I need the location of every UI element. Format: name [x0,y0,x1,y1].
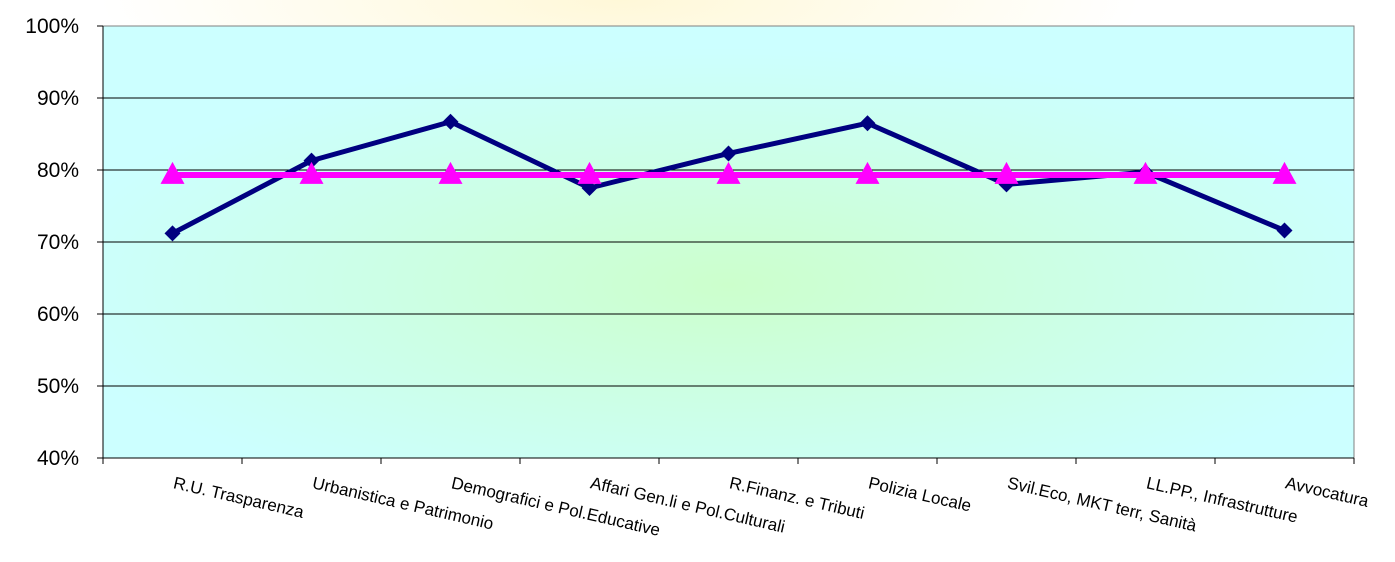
y-tick-label: 50% [37,375,79,398]
data-point-diamond [1276,222,1293,239]
series-2 [160,161,1297,184]
y-tick-label: 70% [37,231,79,254]
data-point-triangle [855,161,880,184]
y-tick-label: 80% [37,159,79,182]
data-point-diamond [442,113,459,130]
x-category-label: Avvocatura [1284,473,1371,511]
y-tick-label: 90% [37,87,79,110]
data-point-triangle [160,161,185,184]
data-point-triangle [299,161,324,184]
data-point-triangle [994,161,1019,184]
axes [97,25,1355,464]
data-point-triangle [1133,161,1158,184]
x-axis-category-labels: R.U. Trasparenza Urbanistica e Patrimonio… [172,473,1371,540]
y-tick-label: 40% [37,447,79,470]
data-point-diamond [303,152,320,169]
data-point-diamond [164,225,181,242]
data-point-diamond [859,115,876,132]
y-tick-label: 60% [37,303,79,326]
data-point-diamond [720,145,737,162]
data-point-triangle [716,161,741,184]
data-point-diamond [581,180,598,196]
y-axis-tick-labels: 40% 50% 60% 70% 80% 90% 100% [25,15,79,470]
x-category-label: R.U. Trasparenza [172,473,307,522]
x-category-label: Polizia Locale [867,473,973,515]
data-point-triangle [1272,161,1297,184]
y-tick-label: 100% [25,15,79,38]
data-point-triangle [577,161,602,184]
data-point-triangle [438,161,463,184]
series-layer [160,113,1297,242]
